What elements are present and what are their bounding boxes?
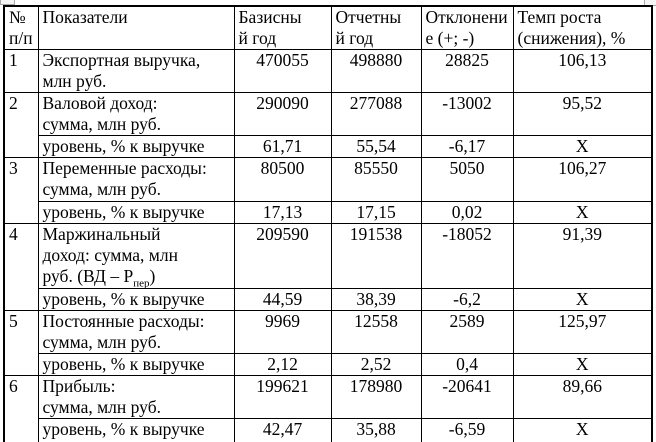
cell-growth-rate: 106,13 — [512, 49, 653, 93]
cell-deviation: -13002 — [420, 92, 514, 136]
cell-report-year: 55,54 — [330, 135, 422, 158]
cell-indicator: уровень, % к выручке — [37, 201, 235, 224]
header-cell-deviation: Отклонени е (+; -) — [420, 5, 514, 50]
cell-deviation: 2589 — [420, 310, 514, 354]
cell-base-year: 80500 — [233, 157, 332, 202]
cell-report-year: 191538 — [330, 223, 422, 289]
cell-report-year: 17,15 — [330, 201, 422, 224]
cell-growth-rate: X — [512, 353, 653, 376]
cell-report-year: 85550 — [330, 157, 422, 202]
cell-num: 3 — [3, 157, 39, 224]
header-cell-growth-rate: Темп роста (снижения), % — [512, 5, 653, 50]
cropped-handle-top-left — [0, 0, 15, 5]
cell-num: 2 — [3, 92, 39, 158]
table-row: уровень, % к выручке 2,12 2,52 0,4 X — [4, 353, 653, 376]
cell-indicator: уровень, % к выручке — [37, 135, 235, 158]
cell-deviation: 28825 — [420, 49, 514, 93]
cell-indicator: Переменные расходы: сумма, млн руб. — [37, 157, 235, 202]
header-cell-num: № п/п — [3, 5, 39, 50]
table-row: 6 Прибыль: сумма, млн руб. 199621 178980… — [3, 375, 653, 442]
cell-growth-rate: X — [512, 135, 653, 158]
cell-base-year: 61,71 — [233, 135, 332, 158]
cell-base-year: 44,59 — [233, 288, 332, 311]
cell-report-year: 12558 — [330, 310, 422, 354]
cell-report-year: 178980 — [330, 375, 422, 419]
cell-num: 5 — [3, 310, 39, 376]
cell-base-year: 470055 — [233, 49, 332, 93]
cell-indicator: уровень, % к выручке — [37, 353, 235, 376]
cell-growth-rate: X — [512, 201, 653, 224]
cell-indicator: Постоянные расходы: сумма, млн руб. — [37, 310, 235, 354]
cell-report-year: 2,52 — [330, 353, 422, 376]
cell-num: 1 — [3, 49, 39, 93]
cell-report-year: 38,39 — [330, 288, 422, 311]
cell-base-year: 9969 — [233, 310, 332, 354]
cell-deviation: -6,59 — [420, 418, 514, 442]
cell-base-year: 42,47 — [233, 418, 332, 442]
cell-growth-rate: 125,97 — [512, 310, 653, 354]
header-cell-indicator: Показатели — [37, 5, 235, 50]
cell-indicator: Экспортная выручка, млн руб. — [37, 49, 235, 93]
cell-deviation: -6,2 — [420, 288, 514, 311]
header-cell-base-year: Базисны й год — [233, 5, 332, 50]
table-row: 5 Постоянные расходы: сумма, млн руб. 99… — [3, 310, 653, 376]
cell-indicator: Валовой доход: сумма, млн руб. — [37, 92, 235, 136]
cell-growth-rate: X — [512, 418, 653, 442]
table-header-row: № п/п Показатели Базисны й год Отчетны й… — [3, 5, 653, 50]
cell-growth-rate: X — [512, 288, 653, 311]
cell-num: 4 — [3, 223, 39, 311]
indicator-subscript: пер — [133, 277, 150, 289]
cell-base-year: 2,12 — [233, 353, 332, 376]
cell-growth-rate: 95,52 — [512, 92, 653, 136]
cell-base-year: 199621 — [233, 375, 332, 419]
cell-report-year: 498880 — [330, 49, 422, 93]
cell-report-year: 277088 — [330, 92, 422, 136]
cell-growth-rate: 91,39 — [512, 223, 653, 289]
header-cell-report-year: Отчетны й год — [330, 5, 422, 50]
cell-base-year: 290090 — [233, 92, 332, 136]
table-row: 2 Валовой доход: сумма, млн руб. 290090 … — [3, 92, 653, 158]
cell-deviation: 0,4 — [420, 353, 514, 376]
cell-report-year: 35,88 — [330, 418, 422, 442]
cell-indicator: уровень, % к выручке — [37, 418, 235, 442]
cell-deviation: -6,17 — [420, 135, 514, 158]
cell-indicator: Прибыль: сумма, млн руб. — [37, 375, 235, 419]
table-row: уровень, % к выручке 44,59 38,39 -6,2 X — [4, 288, 653, 311]
table-row: уровень, % к выручке 17,13 17,15 0,02 X — [4, 201, 653, 224]
cell-base-year: 209590 — [233, 223, 332, 289]
cell-indicator: Маржинальный доход: сумма, млн руб. (ВД … — [37, 223, 235, 289]
cell-deviation: 5050 — [420, 157, 514, 202]
indicator-text: Маржинальный доход: сумма, млн руб. (ВД … — [42, 224, 178, 287]
table-row: 3 Переменные расходы: сумма, млн руб. 80… — [3, 157, 653, 224]
indicator-text-end: ) — [149, 266, 156, 286]
table-row: уровень, % к выручке 61,71 55,54 -6,17 X — [4, 135, 653, 158]
cell-deviation: -18052 — [420, 223, 514, 289]
cell-deviation: 0,02 — [420, 201, 514, 224]
cell-num: 6 — [3, 375, 39, 442]
indicators-table: № п/п Показатели Базисны й год Отчетны й… — [3, 5, 653, 442]
table-row: 1 Экспортная выручка, млн руб. 470055 49… — [3, 49, 653, 93]
cell-deviation: -20641 — [420, 375, 514, 419]
cell-base-year: 17,13 — [233, 201, 332, 224]
cell-indicator: уровень, % к выручке — [37, 288, 235, 311]
cell-growth-rate: 106,27 — [512, 157, 653, 202]
table-row: уровень, % к выручке 42,47 35,88 -6,59 X — [4, 418, 653, 442]
table-row: 4 Маржинальный доход: сумма, млн руб. (В… — [3, 223, 653, 311]
cell-growth-rate: 89,66 — [512, 375, 653, 419]
